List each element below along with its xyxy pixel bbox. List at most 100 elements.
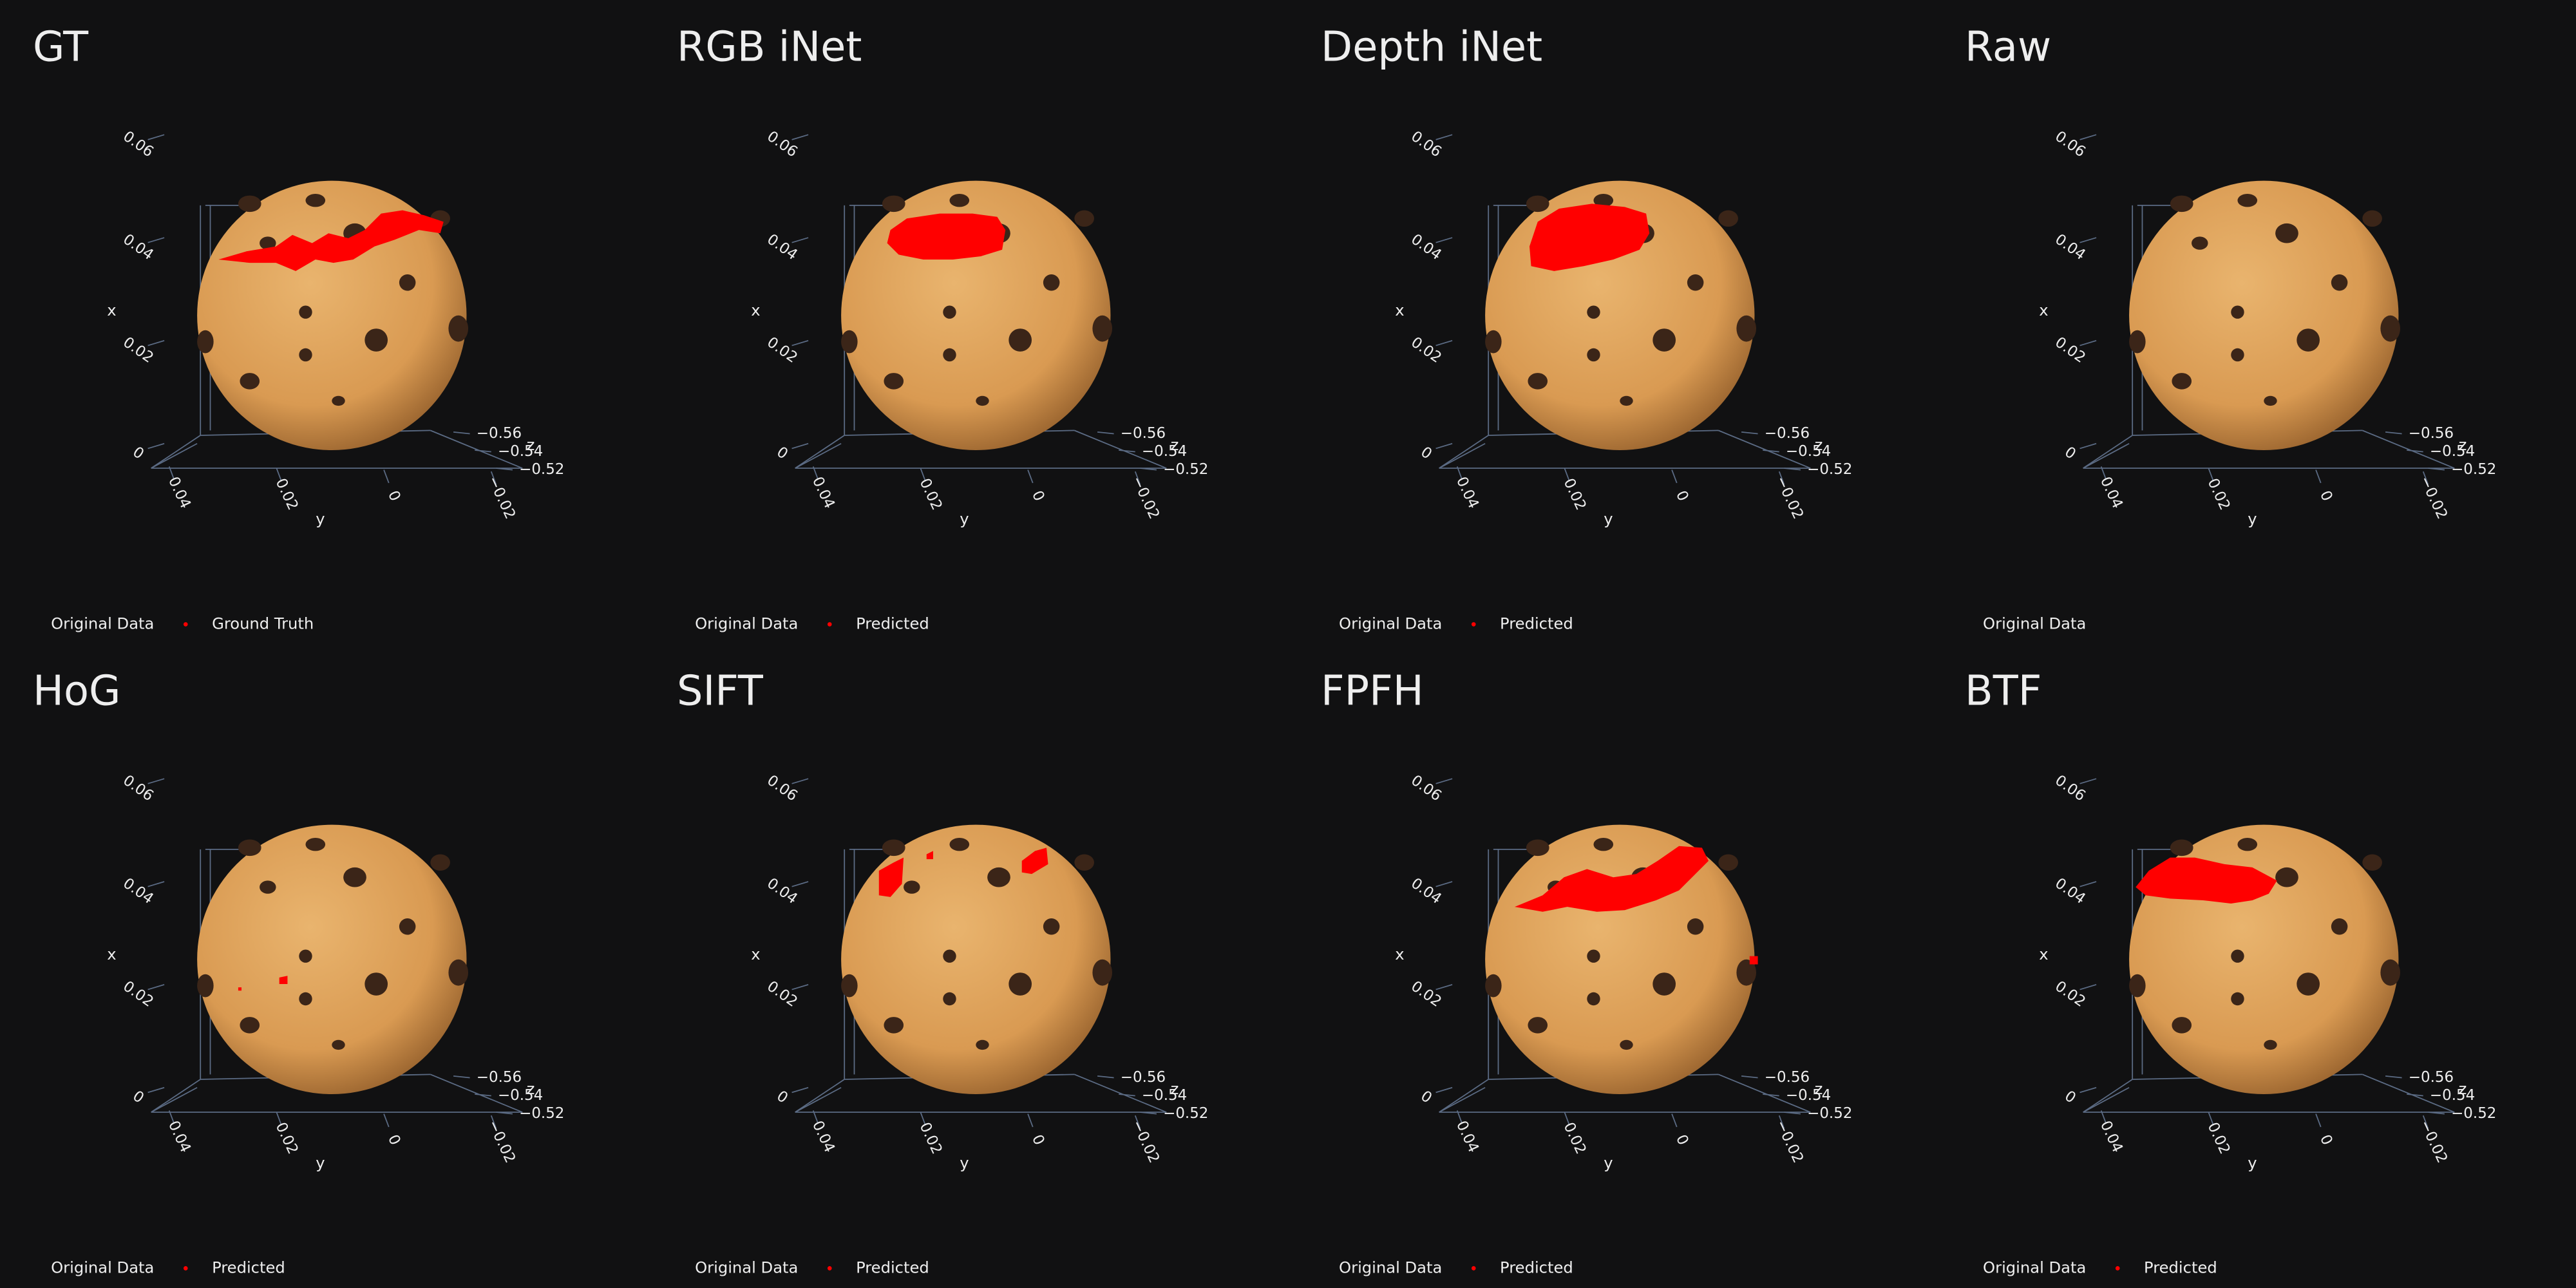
tick-mark (2079, 442, 2097, 450)
axis-pane-line (1074, 430, 1167, 469)
tick-mark (1140, 468, 1157, 471)
chocolate-chip (943, 305, 956, 319)
tick-mark (490, 1115, 497, 1129)
chocolate-chip (949, 194, 970, 207)
axis-label: z (527, 1080, 535, 1098)
chocolate-chip (904, 880, 920, 894)
legend-entry: Predicted (1500, 614, 1573, 632)
tick-mark (1134, 1115, 1141, 1129)
chocolate-chip (2275, 867, 2298, 887)
tick-label: −0.54 (498, 443, 543, 460)
chocolate-chip (1043, 918, 1060, 935)
tick-mark (791, 134, 809, 140)
tick-mark (496, 468, 513, 471)
chocolate-chip (987, 867, 1010, 887)
chocolate-chip (1092, 959, 1113, 986)
tick-mark (1134, 471, 1141, 485)
chocolate-chip (1736, 959, 1757, 986)
cookie (1485, 824, 1755, 1094)
chocolate-chip (343, 867, 366, 887)
tick-mark (2079, 984, 2097, 990)
predicted-region (878, 857, 904, 897)
chocolate-chip (884, 1017, 904, 1034)
tick-label: −0.56 (1765, 1069, 1810, 1086)
tick-mark (791, 1086, 809, 1094)
tick-mark (1097, 1075, 1114, 1079)
tick-mark (168, 466, 175, 480)
chocolate-chip (2172, 373, 2192, 390)
legend-entry: Original Data (695, 1258, 798, 1276)
axis-pane-line (151, 1086, 198, 1113)
tick-mark (147, 134, 165, 140)
axis-label: x (107, 945, 116, 963)
legend-marker (1471, 1266, 1476, 1271)
legend-entry: Predicted (856, 1258, 929, 1276)
chocolate-chip (305, 194, 326, 207)
axis-pane-line (2362, 1074, 2455, 1113)
chocolate-chip (943, 348, 956, 362)
axis-pane-line (795, 435, 845, 469)
tick-mark (1140, 1112, 1157, 1115)
tick-mark (920, 1112, 926, 1126)
tick-mark (2407, 1094, 2423, 1097)
legend-entry: Original Data (1339, 614, 1442, 632)
axis-pane-line (2083, 442, 2130, 469)
predicted-region (218, 210, 444, 271)
cookie (197, 824, 467, 1094)
tick-mark (453, 431, 470, 435)
tick-mark (276, 1112, 282, 1126)
panel-title: HoG (33, 667, 120, 715)
axis-label: z (527, 436, 535, 454)
tick-mark (1456, 466, 1463, 480)
tick-mark (496, 1112, 513, 1115)
axis-label: x (751, 301, 760, 319)
tick-label: −0.56 (1121, 1069, 1166, 1086)
panel-title: GT (33, 23, 89, 71)
tick-mark (1435, 778, 1453, 784)
chocolate-chip (1718, 854, 1738, 871)
chocolate-chip (976, 395, 989, 406)
tick-mark (1097, 431, 1114, 435)
chocolate-chip (1620, 1039, 1633, 1050)
tick-mark (147, 881, 165, 887)
chocolate-chip (448, 959, 469, 986)
tick-mark (2428, 1112, 2445, 1115)
axis-label: y (2248, 1154, 2257, 1172)
legend-entry: Predicted (212, 1258, 285, 1276)
tick-mark (475, 450, 491, 453)
tick-label: −0.52 (2451, 461, 2496, 478)
axis-label: y (1604, 510, 1613, 528)
tick-mark (1435, 340, 1453, 346)
axis-label: x (107, 301, 116, 319)
axis-pane-line (2083, 1079, 2133, 1113)
chocolate-chip (1587, 992, 1600, 1006)
axis-label: x (2039, 301, 2048, 319)
tick-mark (1027, 469, 1034, 484)
legend-marker (1471, 622, 1476, 627)
predicted-region (1515, 846, 1709, 912)
tick-mark (2079, 237, 2097, 243)
chocolate-chip (299, 305, 312, 319)
legend-entry: Original Data (1339, 1258, 1442, 1276)
chocolate-chip (943, 992, 956, 1006)
tick-mark (1671, 1113, 1678, 1128)
chocolate-chip (399, 918, 416, 935)
chocolate-chip (1074, 854, 1094, 871)
tick-mark (383, 469, 390, 484)
tick-label: −0.52 (519, 1105, 564, 1122)
tick-label: −0.56 (1765, 425, 1810, 442)
panel: HoG00.020.040.06−0.0200.020.04−0.56−0.54… (33, 667, 564, 1276)
chocolate-chip (2264, 395, 2277, 406)
axis-pane-line (1718, 430, 1811, 469)
tick-mark (276, 468, 282, 482)
tick-mark (2428, 468, 2445, 471)
predicted-region (279, 976, 288, 985)
chocolate-chip (399, 274, 416, 291)
chocolate-chip (2170, 195, 2193, 213)
chocolate-chip (1653, 328, 1676, 352)
chocolate-chip (299, 992, 312, 1006)
tick-label: −0.52 (1163, 1105, 1208, 1122)
chocolate-chip (1526, 839, 1549, 857)
tick-mark (490, 471, 497, 485)
tick-label: −0.52 (519, 461, 564, 478)
